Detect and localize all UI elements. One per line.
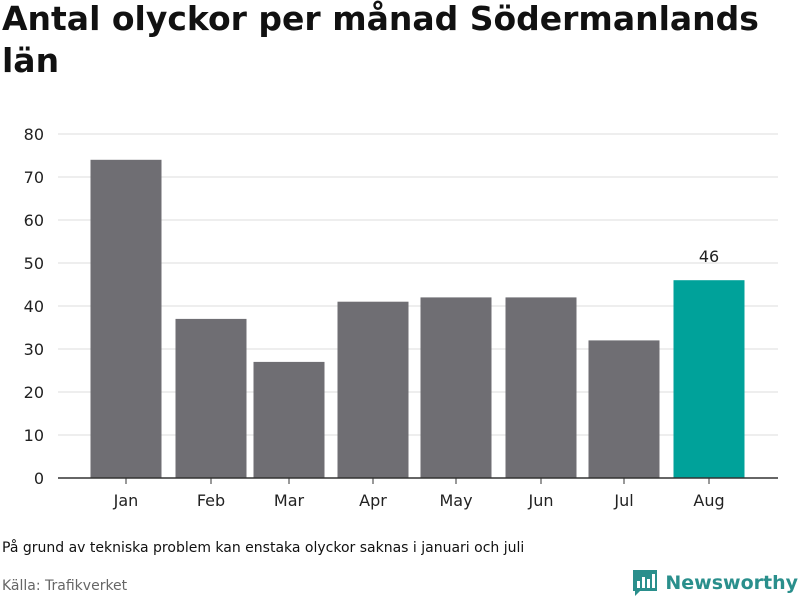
y-tick-label: 20 [24,383,44,402]
bar-mar [253,361,325,478]
bar-jun [505,297,577,478]
brand-logo: Newsworthy [631,568,798,598]
brand-name: Newsworthy [665,572,798,594]
y-tick-label: 30 [24,340,44,359]
y-tick-label: 50 [24,254,44,273]
bar-apr [337,301,409,478]
y-tick-label: 60 [24,211,44,230]
y-axis-ticks: 0 10 20 30 40 50 60 70 80 [24,125,44,488]
bars [90,159,745,479]
data-labels: 46 [699,247,719,266]
bar-feb [175,318,247,478]
x-tick-label: Jan [113,491,139,510]
bar-may [420,297,492,478]
x-tick-label: Feb [197,491,225,510]
x-tick-label: Aug [693,491,724,510]
y-tick-label: 70 [24,168,44,187]
y-tick-label: 0 [34,469,44,488]
x-tick-label: May [439,491,472,510]
bar-jan [90,159,162,479]
gridlines [58,133,778,436]
y-tick-label: 40 [24,297,44,316]
x-tick-label: Apr [359,491,387,510]
chart-title: Antal olyckor per månad Södermanlands lä… [2,0,759,80]
x-axis-ticks: Jan Feb Mar Apr May Jun Jul Aug [113,478,725,510]
y-tick-label: 10 [24,426,44,445]
source-credit: Källa: Trafikverket [2,578,128,594]
bar-chart-speech-bubble-icon [633,570,658,596]
x-tick-label: Mar [274,491,305,510]
data-label: 46 [699,247,719,266]
x-tick-label: Jun [528,491,554,510]
bar-aug [673,280,745,478]
x-tick-label: Jul [613,491,633,510]
footnote: På grund av tekniska problem kan enstaka… [2,540,525,556]
y-tick-label: 80 [24,125,44,144]
bar-jul [588,340,660,478]
